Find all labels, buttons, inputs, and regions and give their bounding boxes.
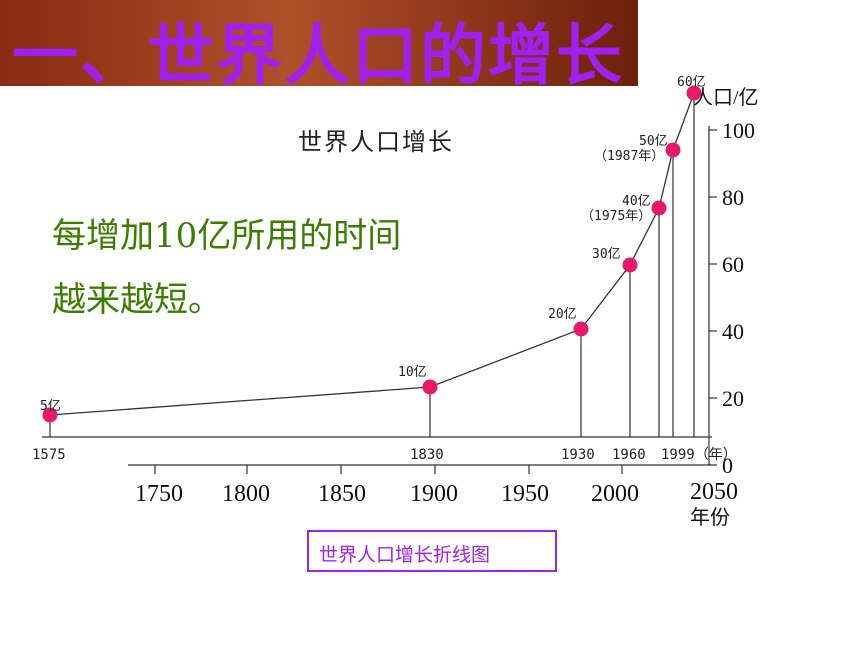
- data-point: [686, 85, 702, 101]
- point-year-label: （1975年）: [581, 209, 651, 224]
- x-tick-label: 1900: [410, 481, 458, 507]
- data-point: [651, 200, 667, 216]
- x-tick-label: 1800: [222, 481, 270, 507]
- data-point: [422, 379, 438, 395]
- y-tick-label: 80: [722, 185, 744, 210]
- chart-inner-title: 世界人口增长: [298, 128, 454, 156]
- baseline-year-label: 1575: [32, 447, 66, 463]
- baseline-year-label: 1830: [410, 447, 444, 463]
- x-tick-label: 2000: [591, 481, 639, 507]
- data-point: [42, 407, 58, 423]
- x-tick-label: 1850: [318, 481, 366, 507]
- y-tick-label: 100: [722, 118, 755, 143]
- x-tick-label: 1750: [135, 481, 183, 507]
- point-value-label: 10亿: [398, 365, 427, 380]
- point-value-label: 5亿: [40, 399, 61, 414]
- y-tick-label: 20: [722, 386, 744, 411]
- note-line-1: 每增加10亿所用的时间: [52, 216, 402, 256]
- note-line-2: 越来越短。: [52, 280, 222, 320]
- x-axis-label: 年份: [690, 506, 730, 529]
- baseline-year-label: 1960: [612, 447, 646, 463]
- baseline-year-label: 1930: [561, 447, 595, 463]
- page-title: 一、世界人口的增长: [12, 17, 624, 94]
- data-point: [573, 321, 589, 337]
- point-value-label: 40亿: [622, 194, 651, 209]
- point-value-label: 50亿: [639, 134, 668, 149]
- baseline-year-label: 1999（年）: [661, 447, 737, 463]
- chart-caption: 世界人口增长折线图: [319, 544, 491, 566]
- x-tick-label: 1950: [501, 481, 549, 507]
- point-value-label: 20亿: [548, 307, 577, 322]
- y-tick-label: 60: [722, 252, 744, 277]
- data-point: [665, 142, 681, 158]
- y-axis-label: 人口/亿: [693, 86, 759, 109]
- chart-caption-box: 世界人口增长折线图: [307, 530, 557, 572]
- x-tick-label: 2050: [690, 479, 738, 505]
- data-point: [622, 257, 638, 273]
- y-tick-label: 40: [722, 319, 744, 344]
- point-value-label: 60亿: [677, 75, 706, 90]
- point-value-label: 30亿: [592, 247, 621, 262]
- point-year-label: （1987年）: [594, 149, 664, 164]
- y-tick-label: 0: [722, 453, 733, 478]
- title-banner: 一、世界人口的增长: [0, 0, 638, 94]
